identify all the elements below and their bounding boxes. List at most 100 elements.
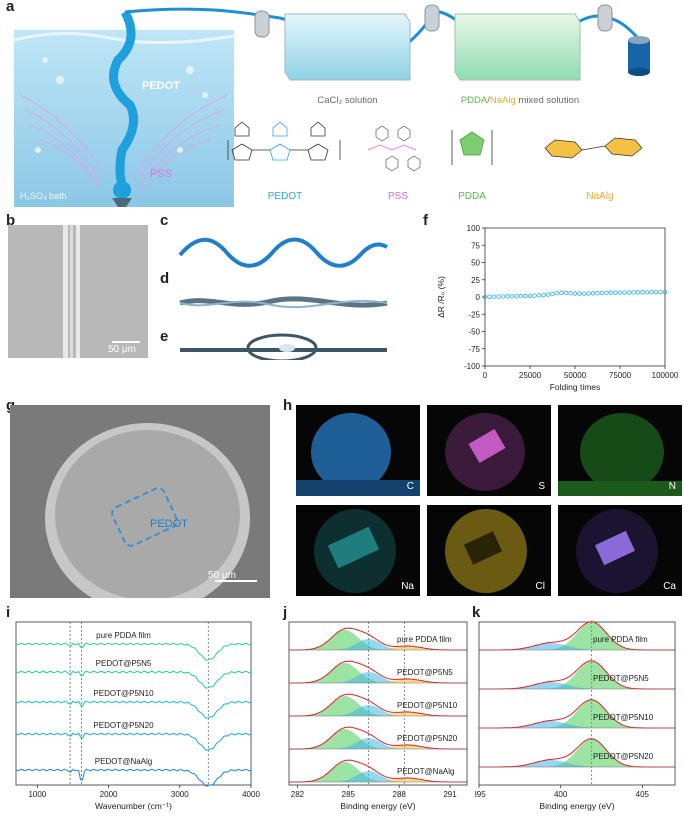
data-point bbox=[491, 294, 497, 299]
data-point bbox=[622, 290, 627, 295]
eds-map-ca: Ca bbox=[558, 505, 682, 596]
data-point bbox=[554, 291, 560, 296]
panel-label-h: h bbox=[283, 397, 293, 414]
panel-label-f: f bbox=[423, 212, 428, 229]
data-point bbox=[482, 294, 488, 300]
data-point bbox=[608, 290, 614, 295]
caption-pdda: PDDA bbox=[460, 95, 488, 106]
data-point bbox=[568, 291, 573, 296]
data-point bbox=[595, 291, 600, 296]
panel-label-k: k bbox=[472, 604, 481, 621]
y-axis-label: ΔR /R₀ (%) bbox=[436, 276, 446, 318]
series-label: pure PDDA film bbox=[593, 635, 648, 644]
x-tick-label: 0 bbox=[483, 371, 488, 380]
series-label: PEDOT@P5N5 bbox=[593, 674, 649, 683]
pedot-bath-label: PEDOT bbox=[142, 80, 180, 92]
panel-label-a: a bbox=[6, 0, 15, 15]
x-tick-label: 1000 bbox=[28, 790, 46, 799]
scale-bar bbox=[215, 580, 257, 582]
series-line bbox=[15, 642, 252, 661]
panel-label-b: b bbox=[6, 212, 16, 229]
envelope-line bbox=[289, 726, 467, 750]
element-label: S bbox=[538, 481, 545, 492]
series-label: PEDOT@P5N10 bbox=[593, 713, 654, 722]
data-point bbox=[563, 290, 569, 296]
x-tick-label: 288 bbox=[393, 790, 407, 799]
data-point bbox=[572, 291, 578, 296]
fit-component bbox=[479, 661, 675, 689]
fit-component bbox=[289, 639, 467, 650]
fit-component bbox=[479, 721, 675, 728]
panel-label-i: i bbox=[6, 604, 11, 621]
element-label: Na bbox=[401, 581, 414, 592]
data-point bbox=[545, 292, 551, 297]
y-tick-label: 100 bbox=[467, 224, 481, 233]
scale-bar bbox=[112, 341, 140, 343]
series-label: PEDOT@P5N5 bbox=[397, 668, 453, 677]
chem-name-pedot: PEDOT bbox=[267, 191, 303, 202]
fit-component bbox=[289, 738, 467, 749]
chem-name-naalg: NaAlg bbox=[586, 191, 614, 202]
series-label: pure PDDA film bbox=[397, 635, 452, 644]
x-tick-label: 100000 bbox=[652, 371, 679, 380]
bubbles bbox=[35, 57, 208, 153]
data-point bbox=[599, 290, 605, 296]
plot-frame bbox=[484, 227, 666, 367]
x-axis-label: Folding times bbox=[550, 382, 601, 392]
data-point bbox=[550, 291, 555, 297]
fit-component bbox=[479, 700, 675, 728]
y-tick-label: -25 bbox=[468, 310, 480, 319]
data-point bbox=[527, 293, 533, 299]
data-point bbox=[613, 290, 618, 295]
series-label: PEDOT@P5N10 bbox=[93, 689, 154, 698]
pss-chains bbox=[19, 94, 229, 191]
sem-fiber-image: 50 μm bbox=[8, 225, 148, 358]
data-point bbox=[514, 293, 519, 299]
data-point bbox=[487, 294, 492, 299]
series-label: PEDOT@NaAlg bbox=[397, 767, 454, 776]
pedot-fiber-formation bbox=[109, 9, 139, 187]
series-label: PEDOT@P5N20 bbox=[593, 752, 654, 761]
data-point bbox=[635, 290, 641, 295]
chem-name-pdda: PDDA bbox=[458, 191, 486, 202]
fit-component bbox=[479, 739, 675, 767]
data-point bbox=[500, 294, 506, 299]
naalg-structure bbox=[544, 137, 643, 159]
fit-component bbox=[479, 682, 675, 689]
panel-label-e: e bbox=[160, 328, 169, 345]
eds-map-cl: Cl bbox=[427, 505, 551, 596]
x-tick-label: 25000 bbox=[519, 371, 542, 380]
x-tick-label: 2000 bbox=[100, 790, 118, 799]
data-point bbox=[577, 291, 582, 296]
fit-component bbox=[289, 778, 467, 782]
data-point bbox=[658, 289, 663, 295]
ftir-chart: pure PDDA film PEDOT@P5N5 PEDOT@P5N10 PEDOT… bbox=[15, 621, 260, 811]
fit-component bbox=[289, 771, 467, 782]
fit-component bbox=[289, 705, 467, 716]
caption-sep: / bbox=[487, 95, 490, 106]
x-tick-label: 285 bbox=[342, 790, 356, 799]
envelope-line bbox=[289, 693, 467, 717]
xps-c1s-chart: pure PDDA film PEDOT@P5N5 PEDOT@P5N10 PEDOT… bbox=[288, 621, 468, 811]
data-point bbox=[518, 293, 524, 299]
x-tick-label: 405 bbox=[636, 790, 650, 799]
twisted-fiber bbox=[179, 296, 388, 308]
series-line bbox=[15, 732, 252, 751]
cacl2-caption: CaCl₂ solution bbox=[317, 95, 378, 106]
bath-label: H₂SO₄ bath bbox=[20, 191, 67, 201]
fit-component bbox=[479, 760, 675, 767]
eds-map-s: S bbox=[427, 405, 551, 496]
series-line bbox=[15, 670, 252, 689]
x-axis-label: Binding energy (eV) bbox=[539, 801, 614, 811]
series-label: PEDOT@P5N20 bbox=[93, 721, 154, 730]
data-point bbox=[644, 290, 650, 295]
fit-component bbox=[289, 762, 467, 782]
series-label: PEDOT@P5N5 bbox=[96, 659, 152, 668]
fabrication-schematic bbox=[13, 4, 650, 207]
data-point bbox=[496, 294, 501, 299]
series-label: PEDOT@NaAlg bbox=[95, 757, 152, 766]
data-point bbox=[581, 291, 587, 296]
fit-component bbox=[289, 729, 467, 749]
y-tick-label: -75 bbox=[468, 345, 480, 354]
data-point bbox=[604, 290, 609, 296]
